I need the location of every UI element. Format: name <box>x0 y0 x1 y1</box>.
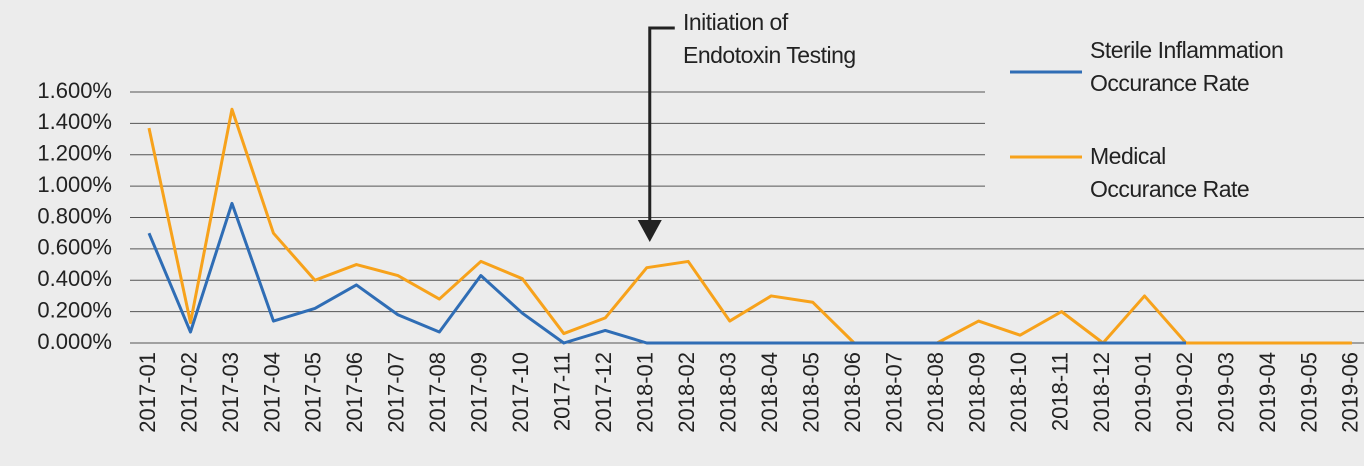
annotation-arrow <box>648 26 675 225</box>
annotation: Initiation of Endotoxin Testing <box>683 9 856 68</box>
x-tick-label: 2017-10 <box>508 352 533 433</box>
x-tick-label: 2017-02 <box>176 352 201 433</box>
x-tick-label: 2018-05 <box>798 352 823 433</box>
x-tick-label: 2018-09 <box>964 352 989 433</box>
x-tick-label: 2019-04 <box>1255 352 1280 433</box>
x-tick-label: 2019-02 <box>1172 352 1197 433</box>
x-tick-label: 2017-11 <box>550 352 575 431</box>
x-tick-label: 2017-03 <box>218 352 243 433</box>
series-line <box>147 201 1186 345</box>
x-tick-label: 2018-04 <box>757 352 782 433</box>
legend-label: Sterile Inflammation Occurance Rate <box>1090 37 1284 96</box>
x-tick-label: 2017-07 <box>384 352 409 433</box>
y-tick-label: 1.000% <box>37 172 112 197</box>
x-tick-label: 2019-06 <box>1338 352 1363 433</box>
series-line <box>147 107 1352 345</box>
y-tick-label: 0.800% <box>37 203 112 228</box>
x-tick-label: 2017-05 <box>301 352 326 433</box>
x-tick-label: 2017-12 <box>591 352 616 433</box>
x-tick-label: 2018-10 <box>1006 352 1031 433</box>
y-tick-label: 1.200% <box>37 141 112 166</box>
x-tick-label: 2017-09 <box>467 352 492 433</box>
x-tick-label: 2017-08 <box>425 352 450 433</box>
x-tick-label: 2018-06 <box>840 352 865 433</box>
x-tick-label: 2018-08 <box>923 352 948 433</box>
x-tick-label: 2018-01 <box>633 352 658 433</box>
x-tick-label: 2017-04 <box>259 352 284 433</box>
x-tick-label: 2017-06 <box>342 352 367 433</box>
x-tick-label: 2017-01 <box>135 352 160 433</box>
x-tick-label: 2018-07 <box>881 352 906 433</box>
legend-label: Medical Occurance Rate <box>1090 143 1250 202</box>
x-tick-label: 2018-11 <box>1047 352 1072 431</box>
y-tick-label: 0.400% <box>37 266 112 291</box>
y-tick-label: 0.600% <box>37 235 112 260</box>
x-tick-label: 2018-03 <box>716 352 741 433</box>
x-tick-label: 2019-05 <box>1296 352 1321 433</box>
y-tick-label: 1.600% <box>37 78 112 103</box>
x-tick-label: 2018-12 <box>1089 352 1114 433</box>
y-tick-label: 0.200% <box>37 297 112 322</box>
y-tick-label: 0.000% <box>37 329 112 354</box>
x-tick-label: 2018-02 <box>674 352 699 433</box>
x-tick-label: 2019-03 <box>1213 352 1238 433</box>
x-tick-label: 2019-01 <box>1130 352 1155 433</box>
arrow-head <box>637 220 662 242</box>
y-tick-label: 1.400% <box>37 109 112 134</box>
